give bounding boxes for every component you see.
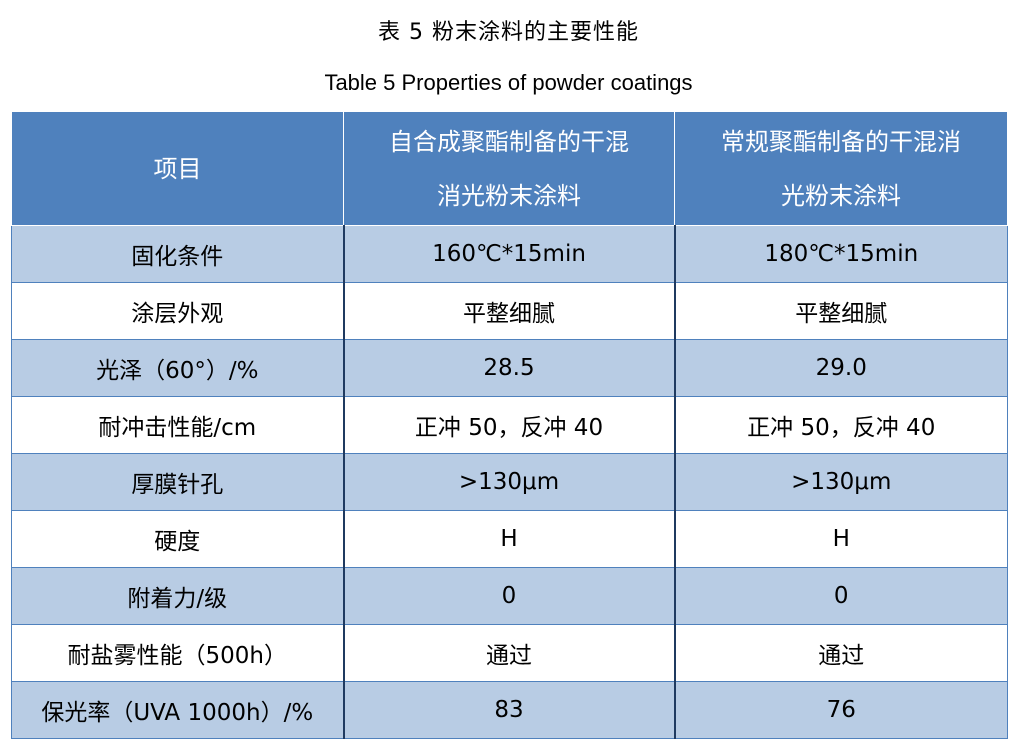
- cell-synthesized: 28.5: [342, 339, 675, 397]
- cell-conventional: >130μm: [673, 453, 1008, 511]
- row-label: 附着力/级: [11, 567, 344, 625]
- row-label: 固化条件: [11, 225, 344, 283]
- table-caption-english: Table 5 Properties of powder coatings: [324, 70, 693, 95]
- row-label: 硬度: [11, 510, 344, 568]
- header-line: 常规聚酯制备的干混消: [721, 127, 961, 156]
- header-line: 光粉末涂料: [781, 181, 901, 210]
- cell-synthesized: 正冲 50，反冲 40: [342, 396, 675, 454]
- cell-conventional: 通过: [673, 624, 1008, 682]
- header-row: 项目 自合成聚酯制备的干混 消光粉末涂料 常规聚酯制备的干混消 光粉末涂料: [11, 111, 1008, 226]
- table-row: 附着力/级 0 0: [11, 567, 1008, 625]
- cell-synthesized: 通过: [342, 624, 675, 682]
- header-synthesized-polyester: 自合成聚酯制备的干混 消光粉末涂料: [343, 111, 675, 226]
- row-label: 耐盐雾性能（500h）: [11, 624, 344, 682]
- header-line: 自合成聚酯制备的干混: [389, 127, 629, 156]
- cell-synthesized: 83: [342, 681, 675, 739]
- table-row: 光泽（60°）/% 28.5 29.0: [11, 339, 1008, 397]
- header-line: 消光粉末涂料: [437, 181, 581, 210]
- table-row: 硬度 H H: [11, 510, 1008, 568]
- cell-conventional: 正冲 50，反冲 40: [673, 396, 1008, 454]
- table-caption-chinese: 表 5 粉末涂料的主要性能: [378, 20, 639, 45]
- cell-synthesized: H: [342, 510, 675, 568]
- properties-table: 项目 自合成聚酯制备的干混 消光粉末涂料 常规聚酯制备的干混消 光粉末涂料 固化…: [11, 111, 1008, 739]
- row-label: 涂层外观: [11, 282, 344, 340]
- header-item: 项目: [11, 111, 344, 226]
- cell-conventional: 76: [673, 681, 1008, 739]
- header-conventional-polyester: 常规聚酯制备的干混消 光粉末涂料: [674, 111, 1008, 226]
- table-row: 厚膜针孔 >130μm >130μm: [11, 453, 1008, 511]
- row-label: 光泽（60°）/%: [11, 339, 344, 397]
- cell-synthesized: 平整细腻: [342, 282, 675, 340]
- cell-conventional: 29.0: [673, 339, 1008, 397]
- table-row: 涂层外观 平整细腻 平整细腻: [11, 282, 1008, 340]
- table-row: 固化条件 160℃*15min 180℃*15min: [11, 225, 1008, 283]
- table-row: 耐冲击性能/cm 正冲 50，反冲 40 正冲 50，反冲 40: [11, 396, 1008, 454]
- cell-synthesized: >130μm: [342, 453, 675, 511]
- row-label: 保光率（UVA 1000h）/%: [11, 681, 344, 739]
- row-label: 厚膜针孔: [11, 453, 344, 511]
- cell-synthesized: 0: [342, 567, 675, 625]
- row-label: 耐冲击性能/cm: [11, 396, 344, 454]
- header-item-line: 项目: [153, 154, 202, 183]
- cell-conventional: 0: [673, 567, 1008, 625]
- cell-conventional: 平整细腻: [673, 282, 1008, 340]
- cell-conventional: 180℃*15min: [673, 225, 1008, 283]
- table-row: 保光率（UVA 1000h）/% 83 76: [11, 681, 1008, 739]
- cell-conventional: H: [673, 510, 1008, 568]
- cell-synthesized: 160℃*15min: [342, 225, 675, 283]
- table-row: 耐盐雾性能（500h） 通过 通过: [11, 624, 1008, 682]
